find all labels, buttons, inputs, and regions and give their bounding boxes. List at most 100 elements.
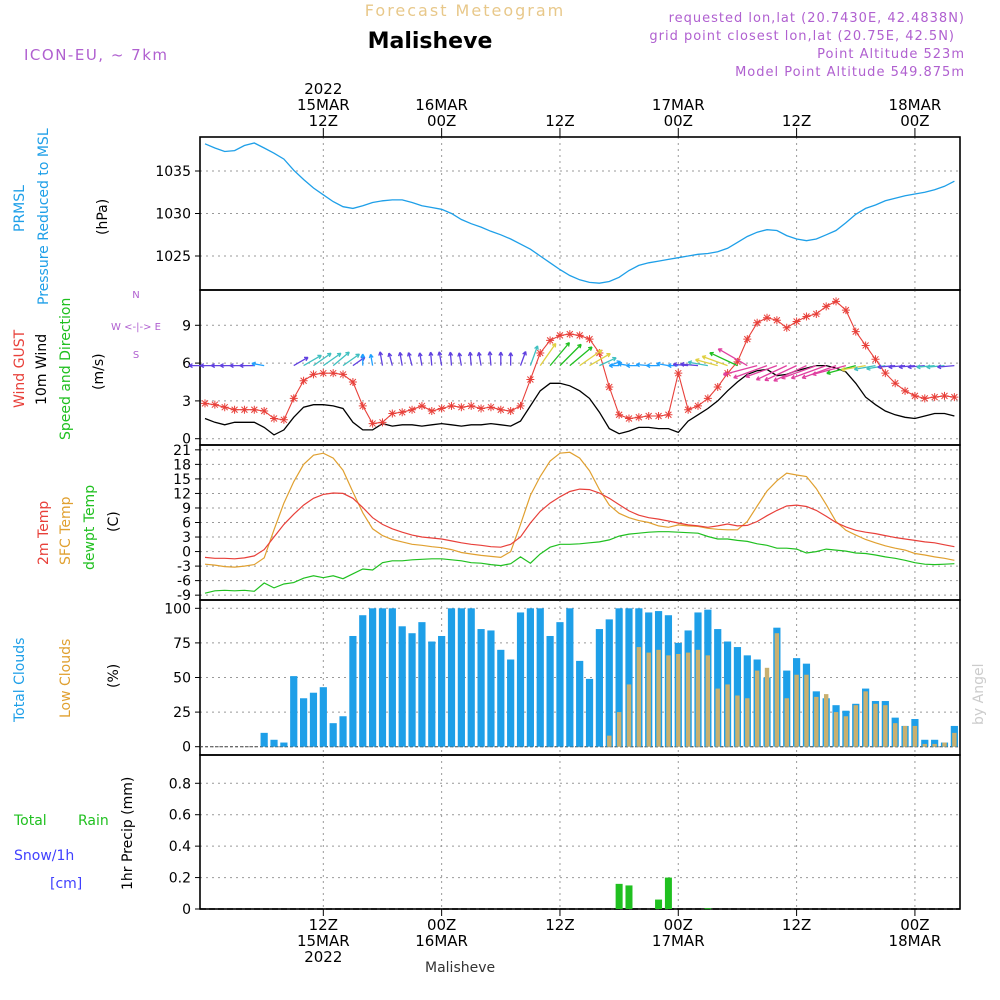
total-cloud-bar [408,633,416,747]
y-tick-label: 0 [182,432,191,448]
low-cloud-bar [676,653,681,747]
precip-title-snow: Snow/1h [14,848,74,864]
low-cloud-bar [922,743,927,747]
compass-south: S [133,350,139,361]
total-cloud-bar [576,660,584,747]
plot-layer: 1025103010350369-9-6-3036912151821025507… [155,80,961,966]
low-cloud-bar [607,735,612,747]
gust-marker [920,394,929,403]
gust-marker [851,327,860,336]
gust-marker [871,355,880,364]
location-title: Malisheve [368,29,493,54]
gust-marker [930,393,939,402]
bottom-time-label: 00Z [900,916,929,934]
top-time-label: 00Z [664,112,693,130]
total-cloud-bar [398,626,406,747]
gust-marker [694,401,702,410]
wind-direction-arrow [646,363,659,369]
total-cloud-bar [339,716,347,747]
wind-direction-arrow [539,342,557,366]
gust-marker [575,331,584,340]
low-cloud-bar [794,674,799,747]
wind-direction-arrow [687,360,708,367]
gust-marker [812,309,821,318]
total-cloud-bar [497,649,505,747]
low-cloud-bar [735,695,740,747]
wind-direction-arrow [841,364,866,372]
gust-marker [901,386,910,395]
wind-title-1: Wind GUST [12,329,28,408]
gust-marker [802,312,811,321]
gust-marker [270,414,279,423]
sfc-temp-line [204,451,955,568]
y-tick-label: 9 [182,501,191,517]
gust-marker [220,403,229,412]
gust-marker [585,335,594,344]
gust-marker [329,369,338,378]
y-tick-label: 12 [173,486,191,502]
low-cloud-bar [784,698,789,747]
requested-coords: requested lon,lat (20.7430E, 42.4838N) [669,11,965,26]
gust-marker [506,406,515,415]
y-tick-label: 0.4 [169,839,191,855]
total-cloud-bar [260,732,268,747]
wind-direction-arrow [508,352,514,366]
y-tick-label: 75 [173,636,191,652]
wind-direction-arrow [498,351,504,366]
gust-marker [624,414,633,423]
wind-direction-arrow [569,346,593,367]
top-time-label: 16MAR [415,96,468,114]
gust-marker [733,357,742,366]
credit-label: by Angel [971,664,987,725]
wind-direction-arrow [239,363,255,369]
total-cloud-bar [280,742,288,747]
gust-marker [753,318,762,327]
temp-2m-line [204,488,955,560]
total-cloud-bar [487,630,495,747]
wind-direction-arrow [589,352,611,367]
low-cloud-bar [685,652,691,747]
product-title: Forecast Meteogram [365,1,565,20]
total-cloud-bar [714,629,722,747]
bottom-time-label: 17MAR [652,932,705,950]
gust-marker [388,409,397,418]
bottom-time-label: 00Z [664,916,693,934]
wind-direction-arrow [898,364,915,370]
y-tick-label: 1035 [155,164,191,180]
gust-marker [881,369,890,378]
temp-title-3: dewpt Temp [82,485,98,570]
gust-marker [910,391,919,400]
gust-marker [368,419,377,428]
gust-marker [486,403,495,412]
model-altitude: Model Point Altitude 549.875m [735,65,965,80]
gust-marker [427,406,436,415]
y-tick-label: -3 [177,559,191,575]
gust-marker [595,349,604,358]
gust-marker [339,370,348,379]
pressure-titles: PRMSL Pressure Reduced to MSL (hPa) [12,128,111,305]
wind-direction-arrow [303,354,322,367]
total-cloud-bar [388,608,396,747]
y-tick-label: -9 [177,588,191,604]
total-cloud-bar [418,622,426,747]
wind-direction-arrow [667,363,679,369]
gust-marker [841,306,850,315]
gust-marker [743,335,752,344]
wind-direction-arrow [360,353,366,366]
total-cloud-bar [556,622,564,747]
total-cloud-bar [931,739,939,747]
top-time-label: 15MAR [297,96,350,114]
precip-title-rain: Rain [78,813,109,829]
gust-marker [674,369,683,378]
low-cloud-bar [902,725,908,747]
gust-marker [565,330,574,339]
low-cloud-bar [823,694,829,747]
wind-direction-arrow [406,352,413,366]
wind-direction-arrow [529,345,539,366]
total-cloud-bar [290,676,298,747]
gust-marker [555,331,564,340]
pressure-unit: (hPa) [95,199,111,235]
gust-marker [348,377,357,386]
gridpoint-coords: grid point closest lon,lat (20.75E, 42.5… [649,29,955,44]
wind-direction-arrow [332,351,350,367]
